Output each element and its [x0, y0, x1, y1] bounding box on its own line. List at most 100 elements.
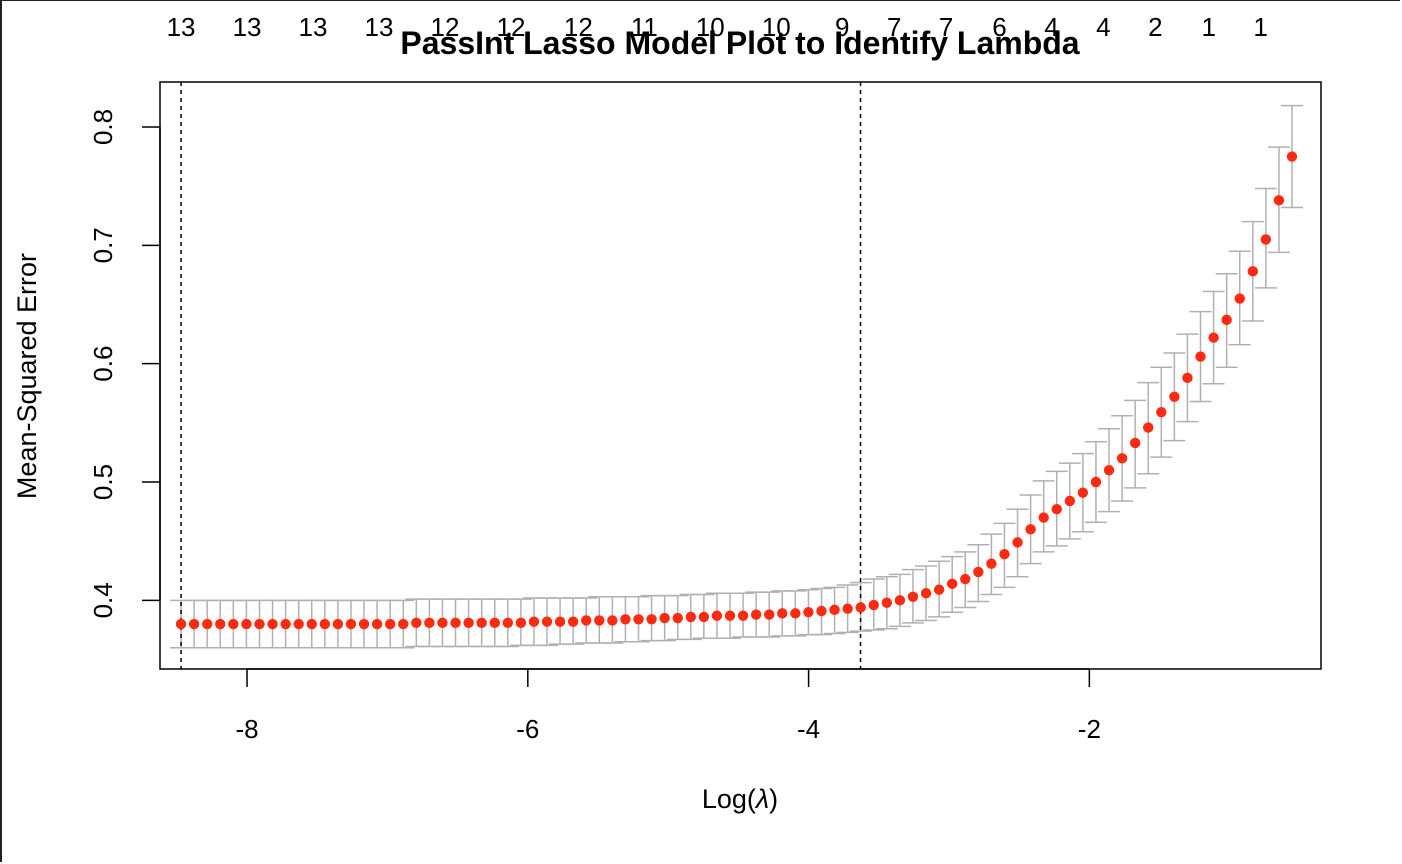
mse-point: [1273, 195, 1285, 206]
mse-point: [371, 618, 383, 630]
mse-point: [868, 599, 879, 611]
top-count-label: 7: [887, 12, 901, 42]
mse-point: [594, 615, 605, 626]
mse-point: [737, 610, 749, 621]
x-tick-label: -4: [797, 714, 820, 744]
x-axis-label-suffix: ): [769, 784, 778, 814]
mse-point: [450, 617, 461, 629]
mse-point: [345, 618, 357, 630]
x-axis: -8 -6 -4 -2: [235, 668, 1101, 744]
mse-point: [1090, 476, 1102, 488]
mse-point: [1156, 406, 1167, 418]
mse-point: [698, 611, 710, 623]
top-count-label: 10: [696, 12, 725, 42]
mse-point: [933, 584, 945, 595]
y-tick-label: 0.5: [88, 464, 118, 500]
mse-point: [437, 617, 448, 629]
plot-area-border: [159, 81, 1322, 670]
mse-point: [254, 618, 265, 630]
mse-point: [999, 549, 1010, 560]
mse-point: [750, 609, 762, 620]
mse-point: [280, 618, 291, 630]
mse-point: [1012, 537, 1023, 548]
mse-point: [188, 618, 200, 630]
top-count-label: 12: [431, 12, 460, 42]
mse-point: [1221, 314, 1232, 326]
mse-point: [306, 618, 317, 630]
mse-point: [960, 573, 971, 585]
mse-point: [228, 618, 239, 630]
mse-point: [541, 616, 553, 627]
mse-point: [581, 615, 592, 626]
chart-title: PassInt Lasso Model Plot to Identify Lam…: [400, 25, 1079, 61]
mse-point: [620, 614, 631, 625]
mse-point: [1260, 234, 1272, 245]
mse-point: [659, 612, 670, 624]
mse-point: [1051, 504, 1062, 515]
y-tick-label: 0.4: [88, 582, 118, 618]
mse-point: [241, 618, 252, 630]
mse-point: [384, 618, 396, 630]
mse-point: [986, 558, 997, 569]
y-tick-label: 0.7: [88, 227, 118, 263]
y-axis-label: Mean-Squared Error: [12, 253, 42, 499]
top-count-label: 9: [835, 12, 849, 42]
mse-point: [1195, 351, 1206, 362]
mse-point: [463, 617, 474, 629]
y-tick-label: 0.6: [88, 346, 118, 382]
mse-point: [489, 617, 500, 629]
mse-point: [267, 618, 278, 630]
top-count-label: 1: [1201, 12, 1215, 42]
mse-point: [319, 618, 331, 630]
mse-point: [1286, 151, 1298, 162]
top-count-label: 13: [365, 12, 394, 42]
mse-point: [332, 618, 344, 630]
mse-point: [920, 588, 932, 599]
mse-point: [554, 616, 566, 627]
mse-point: [973, 566, 984, 578]
error-bars: [170, 104, 1304, 649]
top-count-label: 4: [1096, 12, 1110, 42]
mse-point: [1234, 293, 1245, 304]
mse-point: [777, 608, 788, 619]
top-count-label: 7: [939, 12, 953, 42]
mse-point: [515, 617, 527, 629]
mse-point: [358, 618, 370, 630]
top-count-label: 4: [1044, 12, 1058, 42]
mse-point: [476, 617, 487, 629]
top-count-label: 13: [299, 12, 328, 42]
mse-point: [398, 618, 409, 630]
y-axis: 0.4 0.5 0.6 0.7 0.8: [88, 109, 161, 618]
mse-point: [502, 617, 514, 629]
x-axis-label-lambda: λ: [754, 784, 769, 814]
mse-point: [764, 609, 775, 620]
mse-point: [803, 606, 814, 618]
mse-point: [855, 602, 866, 613]
top-count-label: 2: [1148, 12, 1162, 42]
top-count-label: 12: [497, 12, 526, 42]
mse-point: [1129, 437, 1141, 449]
mse-point: [411, 617, 422, 629]
top-count-label: 6: [992, 12, 1006, 42]
mse-point: [1208, 332, 1219, 343]
mse-point: [293, 618, 304, 630]
mse-point: [1103, 464, 1115, 476]
mse-point: [1077, 487, 1089, 498]
top-count-label: 12: [564, 12, 593, 42]
mse-point: [829, 604, 840, 616]
mse-point: [946, 578, 958, 589]
top-count-label: 10: [762, 12, 791, 42]
x-tick-label: -8: [235, 714, 258, 744]
mse-point: [175, 618, 187, 630]
mse-point: [1116, 453, 1128, 464]
mse-point: [894, 595, 906, 606]
mse-point: [528, 616, 540, 627]
mse-point: [607, 615, 618, 626]
mse-point: [633, 614, 644, 625]
mse-point: [567, 616, 579, 627]
mse-point: [816, 605, 827, 617]
top-count-label: 1: [1253, 12, 1267, 42]
mse-point: [881, 597, 893, 608]
nonzero-coefficient-counts: 13 13 13 13 12 12 12 11 10 10 9 7 7 6 4 4 2 1 1: [167, 12, 1268, 42]
